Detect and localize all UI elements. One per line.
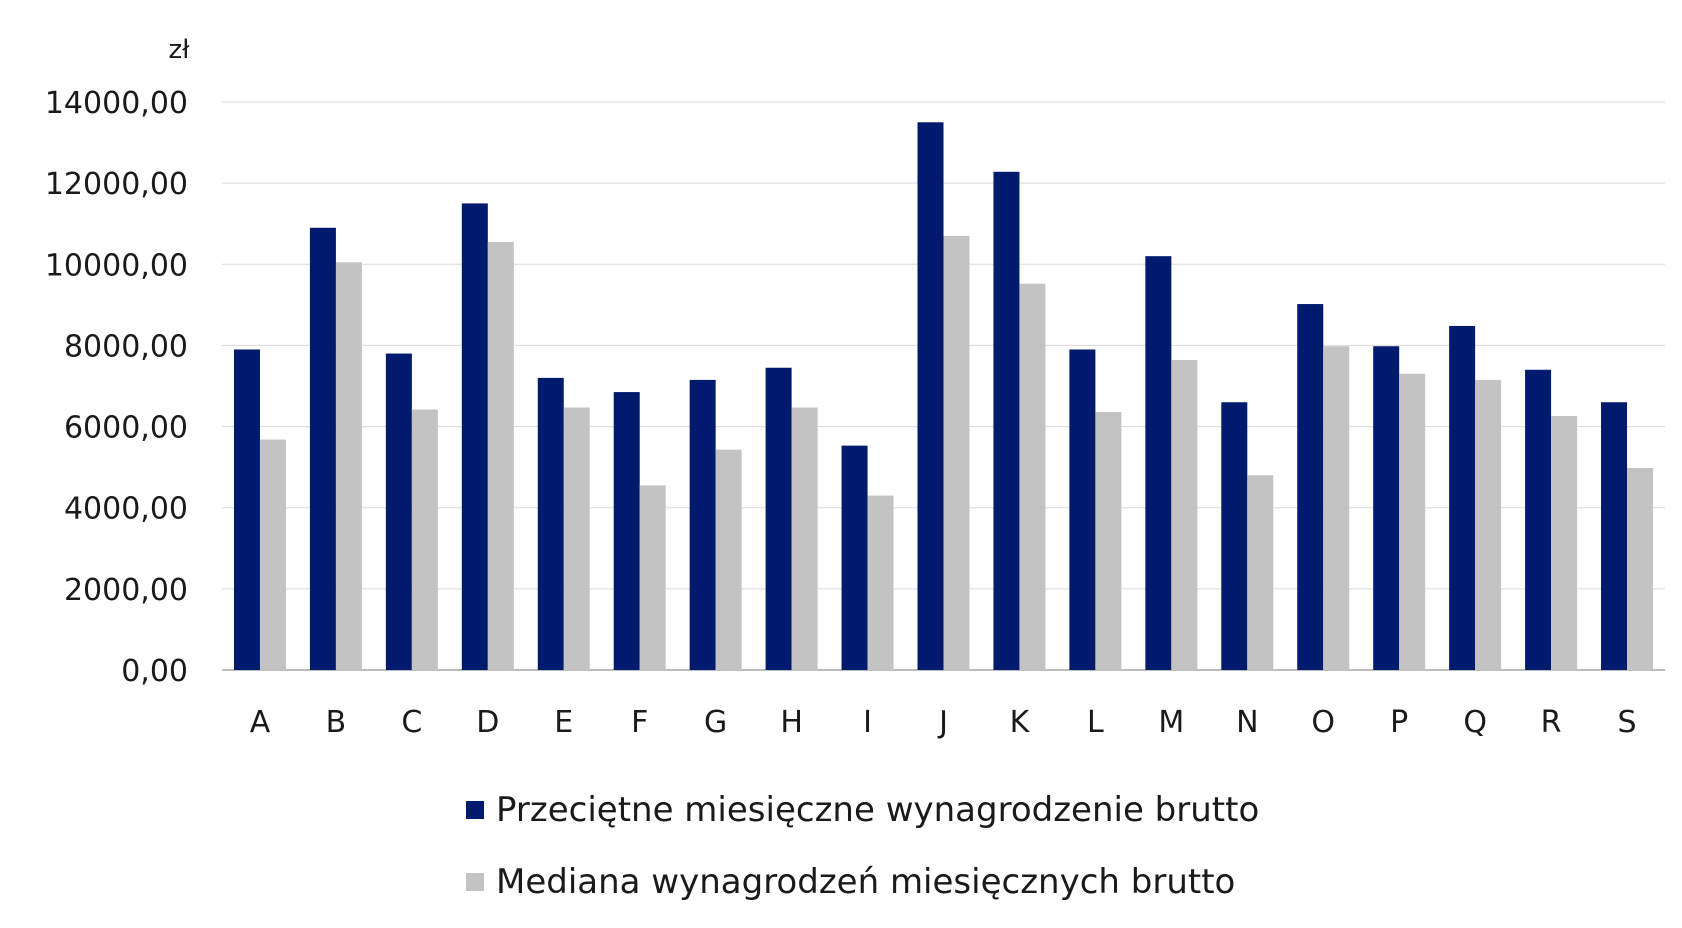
y-axis-ticks: 0,00 2000,00 4000,00 6000,00 8000,00 10000,00…	[45, 86, 188, 689]
bar-median-L	[1095, 411, 1122, 670]
bar-median-H	[791, 407, 818, 670]
bar-median-Q	[1475, 379, 1502, 670]
bar-median-G	[715, 449, 742, 670]
x-tick-label-R: R	[1541, 705, 1562, 740]
x-tick-label-G: G	[704, 705, 727, 740]
bar-median-B	[335, 262, 362, 670]
x-tick-label-P: P	[1390, 705, 1408, 740]
bar-mean-P	[1373, 346, 1400, 670]
x-tick-label-C: C	[401, 705, 422, 740]
y-tick-label: 2000,00	[64, 573, 188, 608]
legend-item-median: Mediana wynagrodzeń miesięcznych brutto	[466, 862, 1235, 902]
bar-mean-F	[613, 392, 640, 670]
y-tick-label: 12000,00	[45, 167, 188, 202]
x-tick-label-A: A	[250, 705, 271, 740]
bar-median-D	[487, 241, 514, 670]
bar-median-C	[411, 409, 438, 670]
x-tick-label-D: D	[476, 705, 499, 740]
x-tick-label-J: J	[937, 705, 948, 740]
bar-mean-K	[993, 171, 1020, 671]
bar-median-E	[563, 407, 590, 670]
bar-median-I	[867, 495, 894, 670]
x-tick-label-L: L	[1087, 705, 1104, 740]
x-tick-label-I: I	[863, 705, 872, 740]
bar-mean-H	[765, 367, 792, 670]
x-tick-label-Q: Q	[1463, 705, 1487, 740]
y-tick-label: 14000,00	[45, 86, 188, 121]
x-tick-label-E: E	[554, 705, 573, 740]
bars	[233, 122, 1654, 671]
bar-median-M	[1171, 360, 1198, 670]
bar-median-N	[1247, 475, 1274, 670]
y-tick-label: 4000,00	[64, 492, 188, 527]
bar-median-J	[943, 235, 970, 670]
bar-mean-E	[537, 377, 564, 670]
bar-median-K	[1019, 283, 1046, 670]
bar-mean-S	[1601, 402, 1628, 670]
bar-mean-N	[1221, 402, 1248, 670]
x-tick-label-B: B	[326, 705, 347, 740]
legend-swatch-median	[466, 873, 484, 891]
legend-label-mean: Przeciętne miesięczne wynagrodzenie brut…	[496, 790, 1260, 830]
bar-chart: 0,00 2000,00 4000,00 6000,00 8000,00 10000,00…	[45, 35, 1665, 740]
x-tick-label-F: F	[631, 705, 648, 740]
bar-median-S	[1627, 467, 1654, 670]
bar-median-A	[259, 439, 286, 670]
x-tick-label-N: N	[1236, 705, 1258, 740]
y-tick-label: 0,00	[121, 654, 188, 689]
x-tick-label-O: O	[1311, 705, 1335, 740]
bar-median-P	[1399, 373, 1426, 670]
legend-swatch-mean	[466, 801, 484, 819]
bar-median-F	[639, 485, 666, 670]
bar-mean-R	[1525, 369, 1552, 670]
bar-mean-J	[917, 122, 944, 671]
x-tick-label-K: K	[1010, 705, 1031, 740]
y-tick-label: 6000,00	[64, 411, 188, 446]
bar-mean-L	[1069, 349, 1096, 670]
bar-mean-I	[841, 445, 868, 670]
y-axis-unit: zł	[168, 35, 190, 65]
bar-mean-O	[1297, 304, 1324, 670]
bar-mean-B	[309, 227, 336, 670]
x-tick-label-H: H	[780, 705, 803, 740]
bar-mean-M	[1145, 256, 1172, 670]
bar-mean-Q	[1449, 325, 1476, 670]
bar-mean-A	[233, 349, 260, 670]
legend-item-mean: Przeciętne miesięczne wynagrodzenie brut…	[466, 790, 1259, 830]
bar-mean-D	[461, 203, 488, 670]
y-tick-label: 8000,00	[64, 329, 188, 364]
x-tick-label-S: S	[1618, 705, 1637, 740]
x-axis-ticks: A B C D E F G H I J K L M N O P Q R S	[250, 705, 1637, 740]
legend-label-median: Mediana wynagrodzeń miesięcznych brutto	[496, 862, 1236, 902]
bar-mean-G	[689, 379, 716, 670]
y-tick-label: 10000,00	[45, 248, 188, 283]
bar-median-R	[1551, 416, 1578, 670]
bar-median-O	[1323, 346, 1350, 670]
bar-mean-C	[385, 353, 412, 670]
x-tick-label-M: M	[1158, 705, 1184, 740]
